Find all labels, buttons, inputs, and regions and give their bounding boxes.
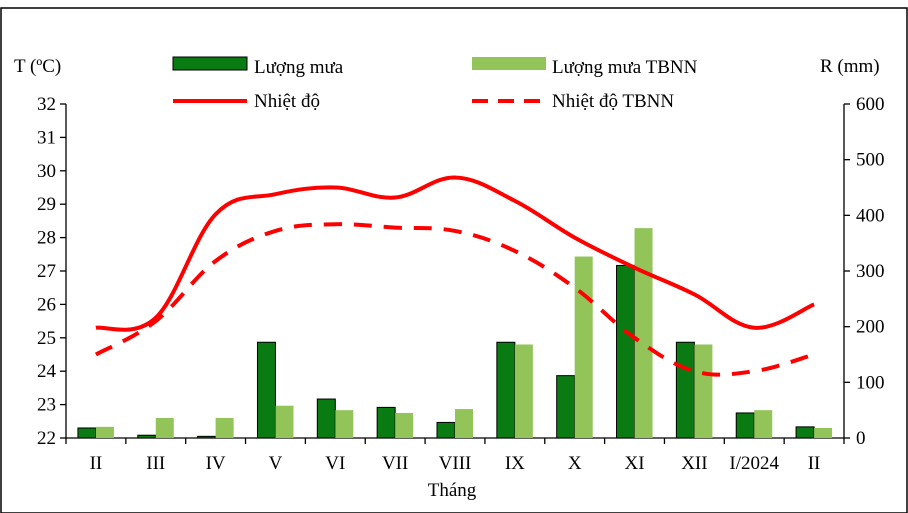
legend-label-rain-avg: Lượng mưa TBNN xyxy=(552,57,698,78)
y-right-tick-label: 500 xyxy=(856,150,885,171)
legend-swatch-rain xyxy=(172,56,248,71)
line-temp xyxy=(95,175,815,332)
bar-rain-avg xyxy=(694,344,713,438)
x-tick-label: I/2024 xyxy=(729,453,779,474)
bar-rain xyxy=(376,406,396,439)
bar-rain xyxy=(496,341,516,439)
y-right-tick-label: 0 xyxy=(856,428,866,449)
x-tick-label: V xyxy=(269,453,283,474)
line-series xyxy=(94,175,815,377)
bar-series xyxy=(77,228,833,439)
bar-rain xyxy=(197,435,217,439)
y-right-axis-title: R (mm) xyxy=(820,56,880,77)
x-tick-label: II xyxy=(808,453,821,474)
y-right-tick-label: 600 xyxy=(856,94,885,115)
bar-rain-avg xyxy=(215,417,234,438)
y-left-tick-label: 30 xyxy=(37,161,56,182)
y-left-tick-label: 22 xyxy=(37,428,56,449)
bar-rain-avg xyxy=(395,412,414,438)
bar-rain xyxy=(735,412,755,439)
line-temp-avg xyxy=(94,222,815,377)
bar-rain-avg xyxy=(814,427,833,438)
x-tick-label: VII xyxy=(382,453,408,474)
bar-rain xyxy=(77,427,97,439)
y-left-tick-label: 28 xyxy=(37,228,56,249)
y-left-tick-label: 26 xyxy=(37,294,56,315)
bar-rain xyxy=(556,375,576,439)
x-tick-label: IX xyxy=(505,453,525,474)
y-right-tick-label: 400 xyxy=(856,205,885,226)
bar-rain-avg xyxy=(574,256,593,438)
x-tick-label: X xyxy=(568,453,582,474)
x-tick-label: XI xyxy=(625,453,645,474)
bar-rain xyxy=(675,341,695,439)
y-right-tick-label: 100 xyxy=(856,372,885,393)
bar-rain-avg xyxy=(155,417,174,438)
x-tick-label: III xyxy=(146,453,165,474)
bar-rain-avg xyxy=(95,426,114,438)
x-tick-label: XII xyxy=(681,453,707,474)
y-right-tick-label: 200 xyxy=(856,317,885,338)
y-left-tick-label: 24 xyxy=(37,361,57,382)
bar-rain-avg xyxy=(455,409,473,438)
bar-rain xyxy=(436,421,456,439)
y-left-tick-label: 32 xyxy=(37,94,56,115)
x-tick-label: II xyxy=(90,453,103,474)
bar-rain xyxy=(316,398,336,439)
y-left-tick-label: 29 xyxy=(37,194,56,215)
legend-label-temp: Nhiệt độ xyxy=(254,91,320,112)
bar-rain xyxy=(795,426,815,439)
legend: Lượng mưa Lượng mưa TBNN Nhiệt độ Nhiệt … xyxy=(172,56,698,112)
bar-rain xyxy=(137,434,157,439)
bar-rain-avg xyxy=(754,410,773,438)
legend-swatch-rain-avg xyxy=(472,57,546,70)
y-left-tick-label: 25 xyxy=(37,328,56,349)
x-tick-label: VIII xyxy=(439,453,472,474)
y-left-tick-label: 23 xyxy=(37,395,56,416)
bar-rain xyxy=(256,341,276,439)
bar-rain-avg xyxy=(634,228,653,438)
bar-rain xyxy=(616,264,636,439)
bar-rain-avg xyxy=(275,405,294,438)
y-left-axis-title: T (ºC) xyxy=(14,56,61,77)
x-axis-title: Tháng xyxy=(428,480,477,501)
y-left-tick-label: 31 xyxy=(37,127,56,148)
y-left-tick-label: 27 xyxy=(37,261,56,282)
bar-rain-avg xyxy=(514,344,533,438)
legend-label-temp-avg: Nhiệt độ TBNN xyxy=(552,91,674,112)
y-right-tick-label: 300 xyxy=(856,261,885,282)
x-tick-label: IV xyxy=(206,453,226,474)
tick-labels: 22 23 24 25 26 27 28 29 30 31 32 0 100 200 300 400 500 60… xyxy=(37,94,885,474)
bar-rain-avg xyxy=(335,410,354,438)
legend-label-rain: Lượng mưa xyxy=(254,57,344,78)
x-tick-label: VI xyxy=(325,453,345,474)
